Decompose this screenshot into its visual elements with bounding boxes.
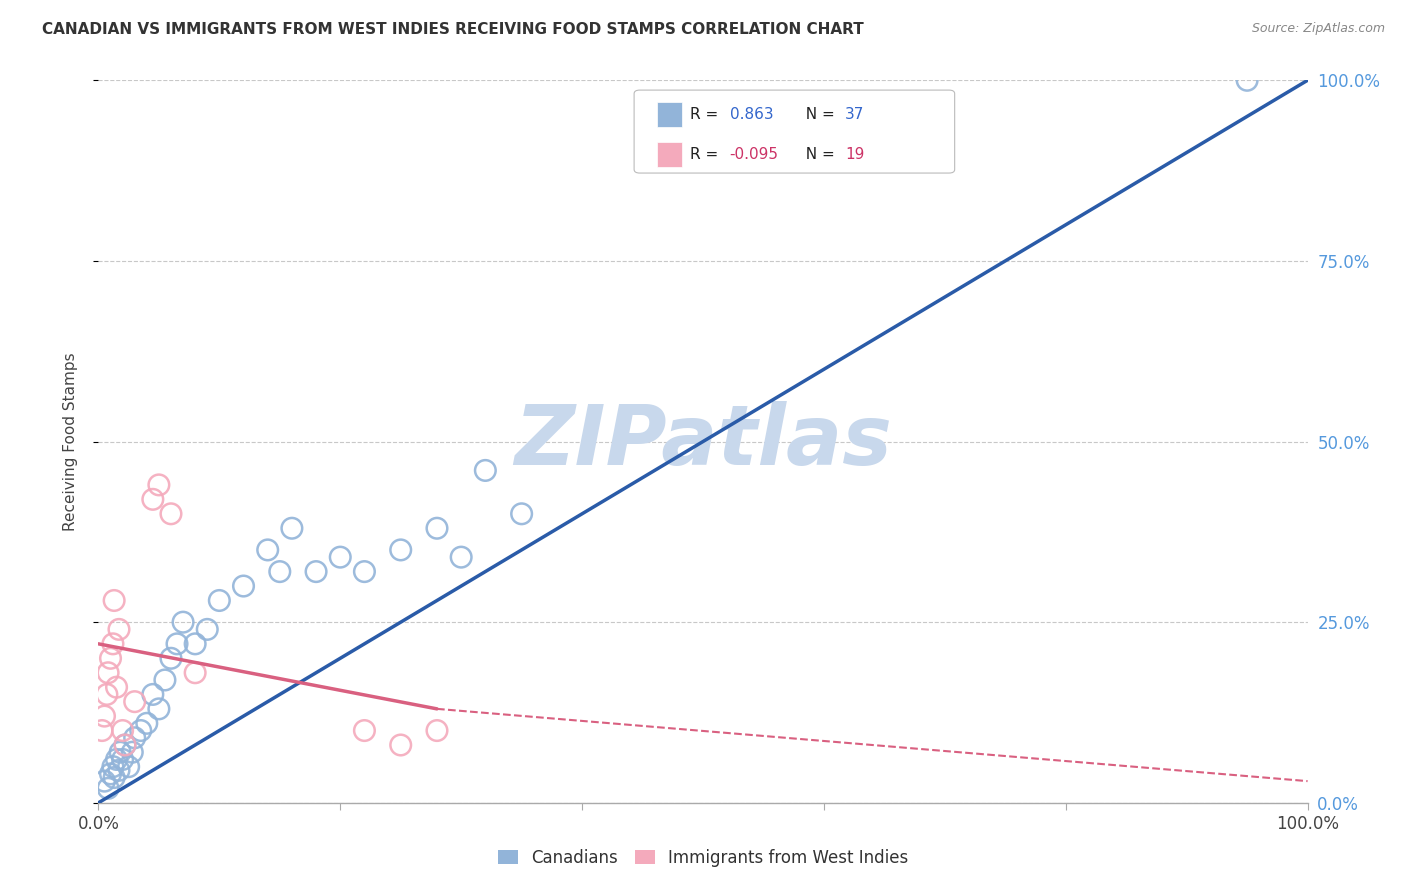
Point	[208, 593, 231, 607]
Point	[329, 550, 352, 565]
Y-axis label: Receiving Food Stamps: Receiving Food Stamps	[63, 352, 77, 531]
Point	[474, 463, 496, 477]
Point	[166, 637, 188, 651]
Text: 0.863: 0.863	[730, 107, 773, 122]
Point	[111, 723, 134, 738]
Point	[100, 767, 122, 781]
Point	[426, 723, 449, 738]
Point	[114, 738, 136, 752]
Point	[281, 521, 304, 535]
Point	[124, 695, 146, 709]
Legend: Canadians, Immigrants from West Indies: Canadians, Immigrants from West Indies	[498, 848, 908, 867]
Point	[105, 752, 128, 766]
Point	[129, 723, 152, 738]
Point	[114, 738, 136, 752]
Text: -0.095: -0.095	[730, 147, 779, 161]
Text: R =: R =	[690, 147, 724, 161]
Text: 19: 19	[845, 147, 865, 161]
Text: R =: R =	[690, 107, 724, 122]
Point	[195, 623, 218, 637]
Text: Source: ZipAtlas.com: Source: ZipAtlas.com	[1251, 22, 1385, 36]
Point	[111, 752, 134, 766]
Point	[148, 702, 170, 716]
Point	[232, 579, 254, 593]
Point	[121, 745, 143, 759]
Point	[353, 565, 375, 579]
Point	[426, 521, 449, 535]
Point	[108, 623, 131, 637]
Point	[256, 542, 278, 557]
Point	[93, 709, 115, 723]
Point	[184, 665, 207, 680]
Point	[389, 738, 412, 752]
Point	[96, 687, 118, 701]
Point	[135, 716, 157, 731]
Text: 37: 37	[845, 107, 865, 122]
Point	[105, 680, 128, 694]
Point	[97, 665, 120, 680]
Point	[153, 673, 176, 687]
Point	[353, 723, 375, 738]
Point	[124, 731, 146, 745]
Point	[389, 542, 412, 557]
Text: ZIPatlas: ZIPatlas	[515, 401, 891, 482]
Point	[97, 781, 120, 796]
Point	[101, 760, 124, 774]
Point	[160, 651, 183, 665]
Point	[184, 637, 207, 651]
Point	[108, 745, 131, 759]
Point	[305, 565, 328, 579]
Point	[93, 774, 115, 789]
Point	[172, 615, 194, 630]
Point	[108, 764, 131, 778]
Point	[160, 507, 183, 521]
Text: N =: N =	[796, 107, 839, 122]
Point	[118, 760, 141, 774]
Text: CANADIAN VS IMMIGRANTS FROM WEST INDIES RECEIVING FOOD STAMPS CORRELATION CHART: CANADIAN VS IMMIGRANTS FROM WEST INDIES …	[42, 22, 863, 37]
Point	[269, 565, 291, 579]
Text: N =: N =	[796, 147, 839, 161]
Point	[142, 492, 165, 507]
Point	[103, 771, 125, 785]
Point	[100, 651, 122, 665]
Point	[510, 507, 533, 521]
Point	[148, 478, 170, 492]
Point	[101, 637, 124, 651]
Point	[91, 723, 114, 738]
Point	[142, 687, 165, 701]
Point	[1236, 73, 1258, 87]
Point	[103, 593, 125, 607]
Point	[450, 550, 472, 565]
